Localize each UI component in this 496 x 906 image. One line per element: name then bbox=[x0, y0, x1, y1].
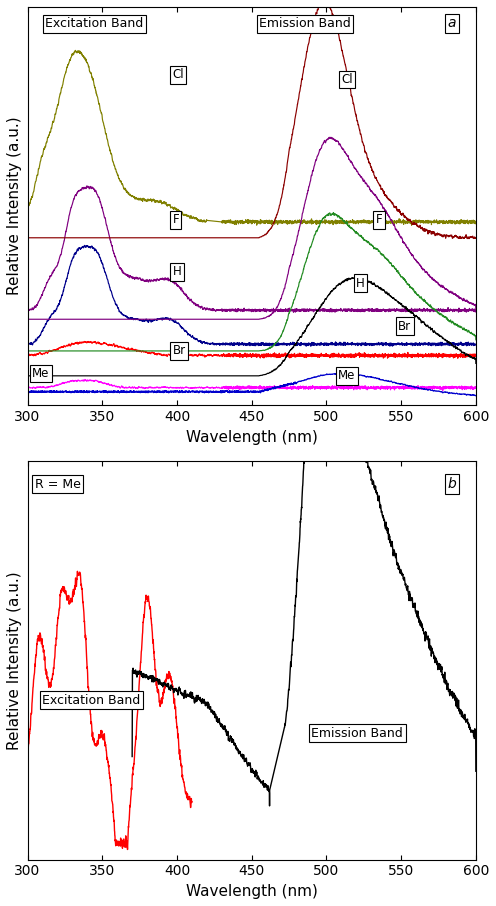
Text: Cl: Cl bbox=[173, 68, 184, 82]
Text: Emission Band: Emission Band bbox=[259, 17, 351, 30]
Y-axis label: Relative Intensity (a.u.): Relative Intensity (a.u.) bbox=[7, 571, 22, 750]
X-axis label: Wavelength (nm): Wavelength (nm) bbox=[186, 429, 317, 445]
Text: Br: Br bbox=[173, 344, 186, 358]
Text: Me: Me bbox=[338, 370, 356, 382]
Text: b: b bbox=[447, 477, 456, 491]
Text: H: H bbox=[356, 276, 365, 290]
Text: R = Me: R = Me bbox=[35, 477, 81, 491]
Text: a: a bbox=[448, 16, 456, 30]
Text: F: F bbox=[376, 213, 382, 226]
Text: Br: Br bbox=[398, 320, 411, 333]
Y-axis label: Relative Intensity (a.u.): Relative Intensity (a.u.) bbox=[7, 117, 22, 295]
Text: H: H bbox=[173, 265, 181, 278]
Text: Me: Me bbox=[32, 367, 50, 380]
X-axis label: Wavelength (nm): Wavelength (nm) bbox=[186, 884, 317, 899]
Text: F: F bbox=[173, 213, 179, 226]
Text: Excitation Band: Excitation Band bbox=[46, 17, 144, 30]
Text: Excitation Band: Excitation Band bbox=[43, 694, 141, 707]
Text: Cl: Cl bbox=[341, 72, 353, 86]
Text: Emission Band: Emission Band bbox=[311, 727, 403, 740]
